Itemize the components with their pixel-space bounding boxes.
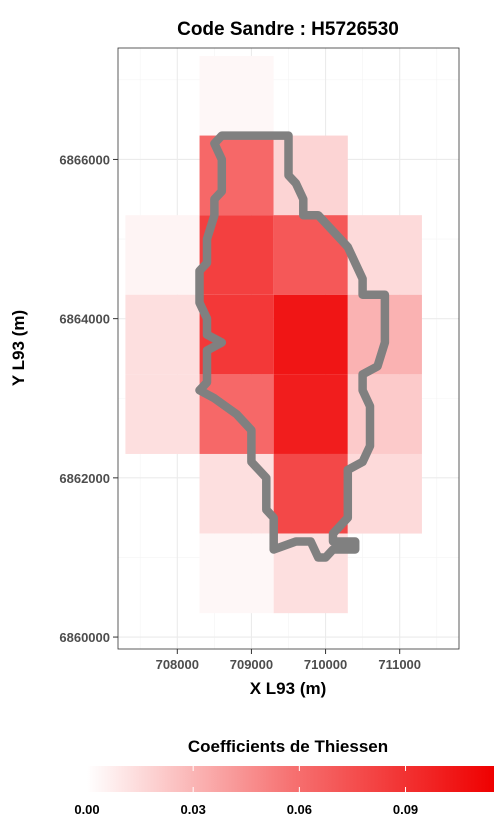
legend-colorbar — [87, 766, 494, 792]
y-tick-label: 6862000 — [59, 471, 110, 486]
legend-tick-label: 0.09 — [393, 802, 418, 817]
watershed-outline — [195, 131, 390, 562]
heatmap-cell — [273, 453, 348, 534]
heatmap-cells — [125, 55, 422, 614]
x-tick-label: 710000 — [304, 657, 347, 672]
legend-ticks: 0.00 0.03 0.06 0.09 — [74, 766, 418, 817]
heatmap-cell — [125, 294, 200, 375]
heatmap-cell — [273, 294, 348, 375]
heatmap-cell — [199, 55, 274, 136]
heatmap-cell — [125, 374, 200, 454]
legend-tick-label: 0.03 — [181, 802, 206, 817]
y-tick-label: 6866000 — [59, 152, 110, 167]
x-axis: 708000 709000 710000 711000 — [156, 649, 421, 672]
y-axis: 6860000 6862000 6864000 6866000 — [59, 152, 118, 645]
legend-title: Coefficients de Thiessen — [188, 737, 388, 756]
x-tick-label: 709000 — [230, 657, 273, 672]
heatmap-cell — [125, 215, 200, 295]
x-axis-title: X L93 (m) — [250, 679, 327, 698]
panel-border — [117, 47, 460, 650]
y-tick-label: 6864000 — [59, 312, 110, 327]
y-tick-label: 6860000 — [59, 630, 110, 645]
legend-tick-label: 0.00 — [74, 802, 99, 817]
x-tick-label: 711000 — [378, 657, 421, 672]
y-axis-title: Y L93 (m) — [9, 310, 28, 386]
x-tick-label: 708000 — [156, 657, 199, 672]
legend-tick-label: 0.06 — [287, 802, 312, 817]
chart-title: Code Sandre : H5726530 — [177, 19, 399, 40]
heatmap-cell — [273, 215, 348, 295]
heatmap-cell — [273, 374, 348, 454]
heatmap-cell — [199, 533, 274, 614]
